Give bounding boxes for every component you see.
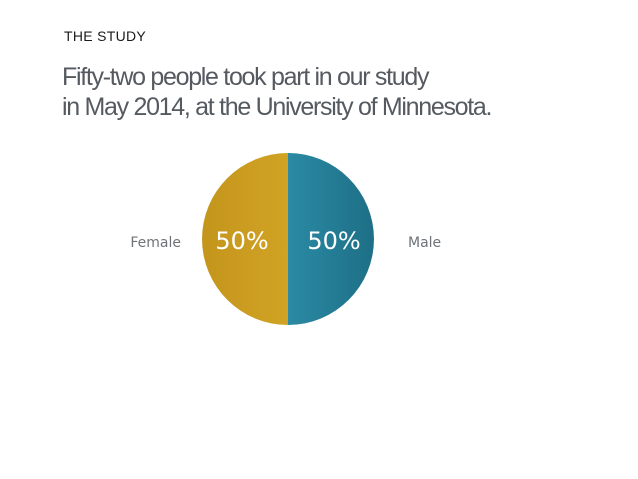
pie-data-label-female: 50% <box>215 227 268 255</box>
headline-line-2: in May 2014, at the University of Minnes… <box>62 93 492 121</box>
pie-data-label-male: 50% <box>307 227 360 255</box>
pie-labels: 50% Male 50% Female <box>130 227 441 255</box>
pie-slices <box>202 153 374 325</box>
pie-slice-male <box>288 153 374 325</box>
pie-category-label-female: Female <box>130 235 181 251</box>
section-kicker: THE STUDY <box>64 28 147 44</box>
pie-slice-female <box>202 153 288 325</box>
pie-category-label-male: Male <box>408 235 441 251</box>
headline: Fifty-two people took part in our study … <box>62 62 622 122</box>
headline-line-1: Fifty-two people took part in our study <box>62 63 429 91</box>
